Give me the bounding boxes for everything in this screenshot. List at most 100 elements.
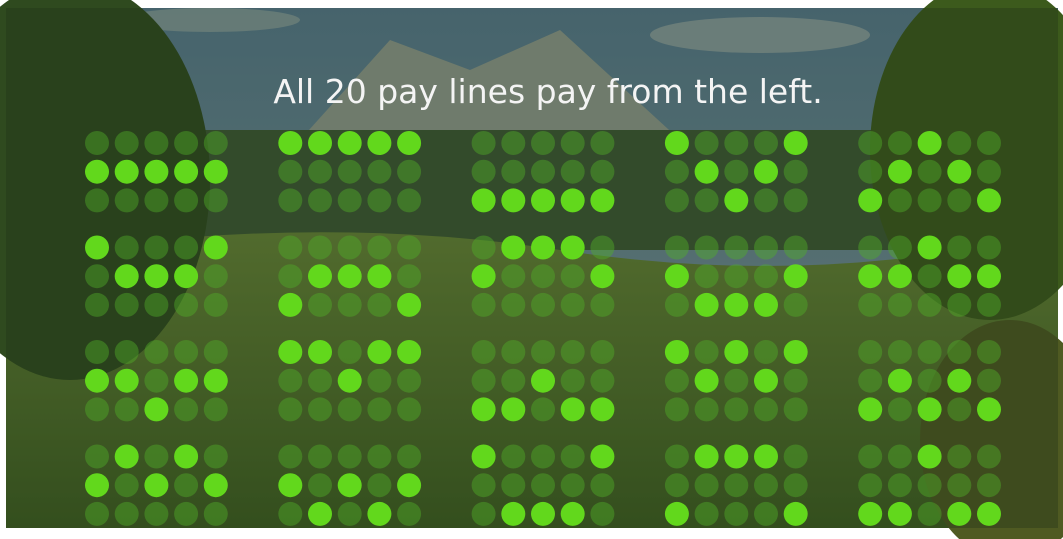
lit-dot bbox=[501, 236, 525, 260]
lit-dot bbox=[590, 397, 614, 421]
dot bbox=[204, 502, 228, 526]
dot bbox=[472, 340, 496, 364]
dot bbox=[278, 264, 302, 288]
lit-dot bbox=[888, 502, 912, 526]
dot bbox=[561, 369, 585, 393]
dot bbox=[754, 131, 778, 155]
dot bbox=[204, 188, 228, 212]
dot bbox=[754, 264, 778, 288]
dot bbox=[665, 473, 689, 497]
dot bbox=[858, 369, 882, 393]
lit-dot bbox=[784, 264, 808, 288]
dot bbox=[918, 188, 942, 212]
dot bbox=[695, 397, 719, 421]
dot bbox=[278, 160, 302, 184]
dot bbox=[472, 160, 496, 184]
dot bbox=[501, 293, 525, 317]
dot bbox=[531, 131, 555, 155]
dot bbox=[561, 293, 585, 317]
dot bbox=[472, 369, 496, 393]
lit-dot bbox=[754, 445, 778, 469]
lit-dot bbox=[338, 131, 362, 155]
dot bbox=[665, 160, 689, 184]
dot bbox=[724, 397, 748, 421]
dot bbox=[204, 445, 228, 469]
lit-dot bbox=[888, 264, 912, 288]
lit-dot bbox=[888, 369, 912, 393]
lit-dot bbox=[144, 397, 168, 421]
dot bbox=[977, 445, 1001, 469]
dot bbox=[144, 502, 168, 526]
dot bbox=[115, 188, 139, 212]
dot bbox=[397, 445, 421, 469]
dot bbox=[501, 160, 525, 184]
dot bbox=[367, 293, 391, 317]
lit-dot bbox=[590, 445, 614, 469]
dot bbox=[590, 473, 614, 497]
lit-dot bbox=[367, 502, 391, 526]
dot bbox=[977, 340, 1001, 364]
lit-dot bbox=[174, 264, 198, 288]
dot bbox=[695, 188, 719, 212]
lit-dot bbox=[85, 160, 109, 184]
dot bbox=[367, 236, 391, 260]
dot bbox=[397, 188, 421, 212]
lit-dot bbox=[665, 131, 689, 155]
dot bbox=[531, 445, 555, 469]
dot bbox=[665, 397, 689, 421]
dot bbox=[754, 397, 778, 421]
lit-dot bbox=[918, 445, 942, 469]
lit-dot bbox=[144, 264, 168, 288]
dot bbox=[590, 369, 614, 393]
dot bbox=[174, 236, 198, 260]
dot bbox=[115, 473, 139, 497]
lit-dot bbox=[308, 131, 332, 155]
lit-dot bbox=[472, 264, 496, 288]
lit-dot bbox=[665, 264, 689, 288]
dot bbox=[724, 236, 748, 260]
lit-dot bbox=[531, 502, 555, 526]
lit-dot bbox=[724, 188, 748, 212]
lit-dot bbox=[174, 160, 198, 184]
dot bbox=[947, 131, 971, 155]
dot bbox=[858, 340, 882, 364]
dot bbox=[754, 236, 778, 260]
lit-dot bbox=[695, 369, 719, 393]
lit-dot bbox=[531, 236, 555, 260]
lit-dot bbox=[947, 502, 971, 526]
lit-dot bbox=[724, 293, 748, 317]
lit-dot bbox=[144, 473, 168, 497]
lit-dot bbox=[947, 264, 971, 288]
dot bbox=[918, 369, 942, 393]
lit-dot bbox=[590, 264, 614, 288]
dot bbox=[85, 502, 109, 526]
dot bbox=[472, 131, 496, 155]
dot bbox=[144, 340, 168, 364]
dot bbox=[308, 188, 332, 212]
dot bbox=[85, 131, 109, 155]
lit-dot bbox=[278, 131, 302, 155]
dot bbox=[858, 293, 882, 317]
dot bbox=[174, 293, 198, 317]
dot bbox=[85, 445, 109, 469]
dot bbox=[977, 369, 1001, 393]
dot bbox=[590, 293, 614, 317]
dot bbox=[204, 131, 228, 155]
lit-dot bbox=[115, 369, 139, 393]
dot bbox=[665, 236, 689, 260]
dot bbox=[278, 188, 302, 212]
dot bbox=[144, 293, 168, 317]
lit-dot bbox=[85, 236, 109, 260]
dot bbox=[561, 160, 585, 184]
dot bbox=[367, 397, 391, 421]
lit-dot bbox=[695, 160, 719, 184]
dot bbox=[531, 160, 555, 184]
dot bbox=[115, 502, 139, 526]
lit-dot bbox=[888, 160, 912, 184]
dot bbox=[338, 502, 362, 526]
dot bbox=[665, 293, 689, 317]
dot bbox=[85, 264, 109, 288]
dot bbox=[665, 369, 689, 393]
lit-dot bbox=[918, 236, 942, 260]
dot bbox=[174, 340, 198, 364]
